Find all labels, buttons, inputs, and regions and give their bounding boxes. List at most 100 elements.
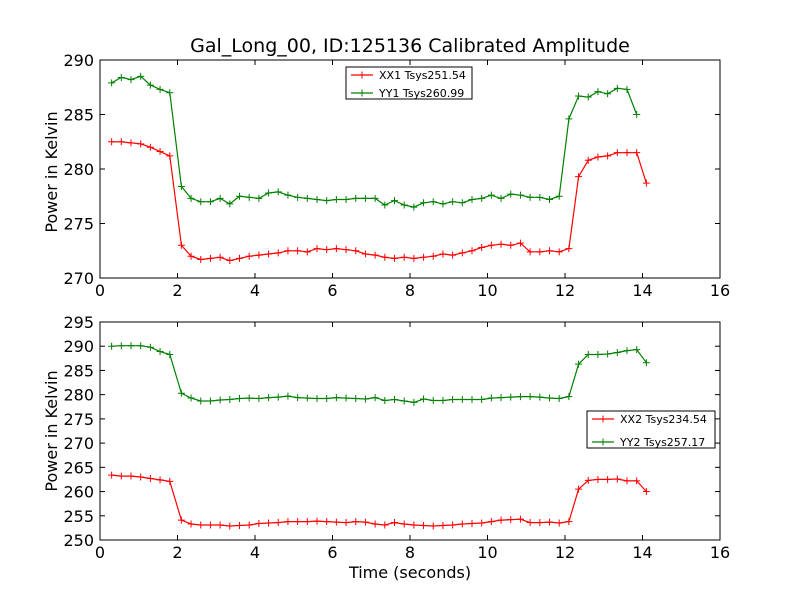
- data-point: [497, 194, 505, 202]
- x-tick-label: 14: [632, 543, 652, 562]
- data-point: [575, 92, 583, 100]
- data-point: [391, 396, 398, 404]
- data-point: [255, 395, 263, 403]
- data-point: [117, 472, 125, 480]
- data-point: [458, 396, 466, 404]
- data-point: [226, 396, 234, 404]
- data-point: [487, 518, 495, 526]
- data-point: [613, 84, 621, 92]
- data-point: [313, 245, 321, 253]
- data-point: [391, 519, 398, 527]
- data-point: [226, 522, 234, 530]
- data-point: [206, 198, 214, 206]
- data-point: [468, 247, 476, 255]
- data-point: [156, 85, 164, 93]
- data-point: [371, 251, 379, 259]
- data-point: [555, 248, 563, 256]
- data-point: [604, 152, 612, 160]
- data-point: [526, 193, 534, 201]
- data-point: [245, 252, 253, 260]
- data-point: [216, 396, 224, 404]
- data-point: [381, 201, 389, 209]
- data-point: [497, 516, 505, 524]
- data-point: [177, 241, 185, 249]
- data-point: [449, 251, 457, 259]
- data-point: [166, 477, 174, 485]
- data-point: [555, 519, 563, 527]
- data-point: [127, 472, 135, 480]
- data-point: [400, 253, 408, 261]
- data-point: [381, 396, 389, 404]
- data-point: [468, 196, 476, 204]
- data-point: [400, 201, 408, 209]
- data-point: [236, 521, 243, 529]
- data-point: [584, 350, 592, 358]
- data-point: [604, 475, 612, 483]
- data-point: [633, 111, 641, 118]
- data-point: [565, 393, 573, 401]
- data-point: [536, 193, 544, 201]
- data-point: [177, 182, 185, 190]
- data-point: [642, 179, 650, 187]
- data-point: [439, 250, 447, 258]
- data-point: [371, 194, 379, 202]
- series-line: [111, 345, 647, 404]
- data-point: [197, 521, 205, 529]
- data-point: [236, 395, 243, 403]
- data-point: [429, 522, 437, 530]
- data-point: [284, 392, 292, 400]
- legend-marker: [358, 71, 366, 79]
- data-point: [458, 249, 466, 257]
- data-point: [623, 149, 631, 157]
- data-point: [245, 193, 253, 201]
- x-tick-label: 6: [327, 281, 337, 300]
- data-point: [108, 138, 116, 146]
- data-point: [236, 254, 243, 262]
- data-point: [361, 194, 369, 202]
- y-tick-label: 280: [63, 160, 94, 179]
- data-point: [487, 241, 495, 249]
- data-point: [303, 518, 311, 526]
- data-point: [623, 85, 631, 93]
- data-point: [546, 247, 553, 255]
- data-point: [546, 196, 553, 204]
- data-point: [274, 393, 282, 401]
- data-point: [507, 190, 515, 198]
- data-point: [361, 518, 369, 526]
- data-point: [458, 520, 466, 528]
- x-tick-label: 16: [710, 543, 730, 562]
- y-tick-label: 275: [63, 215, 94, 234]
- data-point: [332, 245, 340, 253]
- data-point: [613, 475, 621, 483]
- data-point: [439, 521, 447, 529]
- data-point: [391, 197, 398, 205]
- data-point: [303, 394, 311, 402]
- data-point: [342, 246, 350, 254]
- data-point: [507, 393, 515, 401]
- data-point: [146, 143, 154, 151]
- data-point: [584, 93, 592, 101]
- data-point: [216, 521, 224, 529]
- data-point: [429, 396, 437, 404]
- data-point: [565, 518, 573, 526]
- legend-label: YY2 Tsys257.17: [619, 436, 705, 449]
- data-point: [352, 247, 360, 255]
- data-point: [284, 191, 292, 199]
- data-point: [516, 239, 524, 247]
- x-tick-label: 12: [555, 281, 575, 300]
- data-point: [197, 198, 205, 206]
- y-tick-label: 265: [63, 458, 94, 477]
- data-point: [613, 349, 621, 357]
- data-point: [439, 200, 447, 208]
- chart-title: Gal_Long_00, ID:125136 Calibrated Amplit…: [190, 35, 630, 57]
- y-tick-label: 290: [63, 51, 94, 70]
- data-point: [274, 188, 282, 196]
- x-tick-label: 0: [95, 281, 105, 300]
- data-point: [265, 189, 273, 197]
- data-point: [187, 252, 195, 260]
- data-point: [206, 521, 214, 529]
- data-point: [613, 149, 621, 157]
- data-point: [137, 473, 145, 481]
- data-point: [458, 199, 466, 207]
